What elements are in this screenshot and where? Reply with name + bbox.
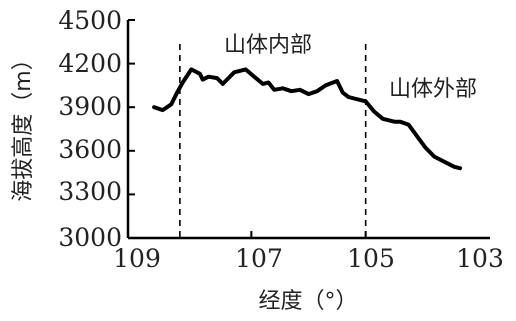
x-tick-label-109: 109 bbox=[113, 244, 161, 273]
x-tick-label-107: 107 bbox=[235, 244, 283, 273]
annotation-outside-mountain: 山体外部 bbox=[389, 77, 477, 102]
y-tick-marks bbox=[128, 19, 135, 196]
y-tick-label-4200: 4200 bbox=[58, 49, 122, 78]
y-tick-label-3000: 3000 bbox=[58, 223, 122, 252]
x-tick-label-105: 105 bbox=[347, 244, 395, 273]
y-tick-label-3600: 3600 bbox=[58, 135, 122, 164]
y-tick-label-3300: 3300 bbox=[58, 177, 122, 206]
plot-area bbox=[126, 19, 490, 240]
x-axis-label: 经度（°） bbox=[258, 289, 357, 314]
y-axis-label: 海拔高度（m） bbox=[11, 48, 36, 201]
y-tick-label-3900: 3900 bbox=[58, 92, 122, 121]
elevation-line bbox=[152, 67, 462, 171]
y-tick-label-4500: 4500 bbox=[58, 6, 122, 35]
boundary-lines bbox=[179, 44, 367, 238]
x-tick-label-103: 103 bbox=[456, 244, 504, 273]
annotation-inside-mountain: 山体内部 bbox=[224, 33, 312, 58]
